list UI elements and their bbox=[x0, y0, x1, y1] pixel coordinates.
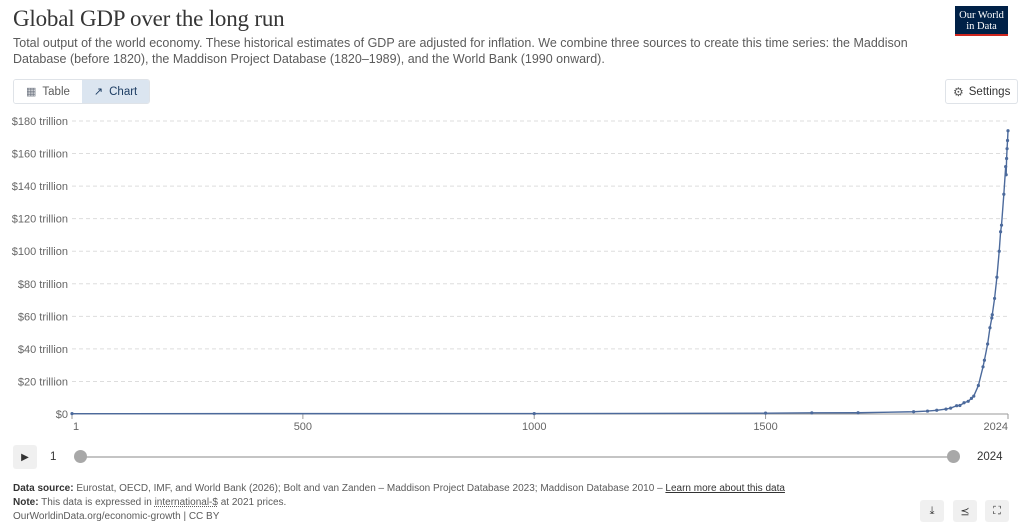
data-point[interactable] bbox=[856, 411, 860, 415]
data-point[interactable] bbox=[972, 394, 976, 398]
data-point[interactable] bbox=[949, 406, 953, 410]
note-text-pre: This data is expressed in bbox=[41, 497, 152, 508]
data-point[interactable] bbox=[969, 396, 974, 400]
gear-icon: ⚙ bbox=[953, 84, 964, 99]
data-point[interactable] bbox=[976, 383, 980, 388]
data-point[interactable] bbox=[1004, 164, 1008, 169]
data-point[interactable] bbox=[958, 403, 962, 408]
data-point[interactable] bbox=[925, 409, 930, 413]
tab-chart[interactable]: ↗ Chart bbox=[81, 80, 150, 103]
timeline-end-label: 2024 bbox=[977, 451, 1003, 463]
chart-grid bbox=[72, 120, 1008, 415]
fullscreen-button[interactable]: ⛶ bbox=[985, 500, 1009, 522]
data-point[interactable] bbox=[990, 316, 994, 320]
x-tick-label: 1500 bbox=[753, 421, 777, 433]
data-point[interactable] bbox=[998, 230, 1003, 234]
y-tick-label: $160 trillion bbox=[12, 149, 68, 161]
page-subtitle: Total output of the world economy. These… bbox=[13, 36, 908, 66]
x-tick-label: 1000 bbox=[522, 421, 546, 433]
tab-table-label: Table bbox=[42, 85, 70, 98]
x-tick-label: 2024 bbox=[984, 421, 1008, 433]
timeline-end-handle[interactable] bbox=[947, 450, 960, 463]
data-point[interactable] bbox=[981, 365, 985, 369]
x-tick-label: 1 bbox=[73, 421, 79, 433]
data-point[interactable] bbox=[962, 401, 966, 405]
international-dollar-term[interactable]: international-$ bbox=[154, 497, 218, 508]
y-tick-label: $100 trillion bbox=[12, 246, 68, 258]
page-title: Global GDP over the long run bbox=[13, 6, 285, 31]
data-point[interactable] bbox=[1005, 147, 1009, 151]
y-tick-label: $180 trillion bbox=[12, 116, 68, 128]
table-icon: ▦ bbox=[26, 86, 37, 98]
data-source-label: Data source: bbox=[13, 483, 74, 494]
settings-button[interactable]: ⚙ Settings bbox=[945, 79, 1019, 104]
data-point[interactable] bbox=[955, 404, 959, 408]
data-point[interactable] bbox=[810, 411, 814, 415]
y-tick-label: $140 trillion bbox=[12, 181, 68, 193]
y-tick-label: $0 bbox=[56, 409, 68, 421]
data-point[interactable] bbox=[935, 408, 939, 412]
source-url[interactable]: OurWorldinData.org/economic-growth | CC … bbox=[13, 511, 220, 522]
timeline-start-label: 1 bbox=[50, 451, 57, 463]
learn-more-link[interactable]: Learn more about this data bbox=[665, 483, 785, 494]
data-point[interactable] bbox=[1004, 173, 1008, 177]
data-point[interactable] bbox=[995, 275, 999, 279]
timeline-start-handle[interactable] bbox=[74, 450, 87, 463]
share-button[interactable]: ⪯ bbox=[953, 500, 977, 522]
timeline-track[interactable] bbox=[80, 456, 954, 458]
y-tick-label: $120 trillion bbox=[12, 214, 68, 226]
data-points bbox=[70, 129, 1010, 416]
data-point[interactable] bbox=[992, 296, 997, 301]
line-chart-icon: ↗ bbox=[93, 86, 104, 98]
fullscreen-icon: ⛶ bbox=[993, 504, 1001, 517]
data-point[interactable] bbox=[532, 411, 536, 416]
data-point[interactable] bbox=[1002, 192, 1006, 196]
download-icon: ⤓ bbox=[929, 504, 935, 517]
share-icon: ⪯ bbox=[960, 505, 970, 518]
data-point[interactable] bbox=[944, 407, 948, 411]
data-point[interactable] bbox=[990, 313, 994, 317]
y-tick-label: $40 trillion bbox=[18, 344, 68, 356]
x-tick-label: 500 bbox=[294, 421, 312, 433]
data-source-line: Data source: Eurostat, OECD, IMF, and Wo… bbox=[13, 483, 785, 494]
data-point[interactable] bbox=[1005, 138, 1010, 143]
data-point[interactable] bbox=[986, 342, 990, 346]
logo-line-2: in Data bbox=[966, 21, 997, 32]
tab-chart-label: Chart bbox=[109, 85, 138, 98]
owid-logo[interactable]: Our World in Data bbox=[955, 6, 1008, 36]
view-tabs: ▦ Table ↗ Chart bbox=[13, 79, 151, 104]
download-button[interactable]: ⤓ bbox=[920, 500, 944, 522]
series-line-world-gdp bbox=[71, 130, 1009, 415]
tab-table[interactable]: ▦ Table bbox=[14, 80, 82, 103]
data-point[interactable] bbox=[1006, 129, 1010, 133]
y-tick-label: $20 trillion bbox=[18, 376, 68, 388]
y-tick-label: $80 trillion bbox=[18, 279, 68, 291]
data-point[interactable] bbox=[70, 412, 74, 416]
note-line: Note: This data is expressed in internat… bbox=[13, 497, 286, 508]
y-axis: $0 $20 trillion $40 trillion $60 trillion $8… bbox=[12, 116, 68, 421]
note-text-post: at 2021 prices. bbox=[220, 497, 287, 508]
note-label: Note: bbox=[13, 497, 39, 508]
gdp-line-chart: $0 $20 trillion $40 trillion $60 trillion $8… bbox=[12, 116, 1010, 433]
data-point[interactable] bbox=[988, 326, 992, 330]
logo-line-1: Our World bbox=[959, 10, 1004, 21]
y-tick-label: $60 trillion bbox=[18, 311, 68, 323]
x-axis: 1 500 1000 1500 2024 bbox=[71, 414, 1009, 433]
data-point[interactable] bbox=[1005, 156, 1009, 161]
data-point[interactable] bbox=[982, 358, 987, 362]
play-icon: ▶ bbox=[21, 451, 29, 463]
play-button[interactable]: ▶ bbox=[13, 445, 37, 469]
data-source-text: Eurostat, OECD, IMF, and World Bank (202… bbox=[76, 483, 663, 494]
data-point[interactable] bbox=[763, 411, 768, 415]
data-point[interactable] bbox=[966, 399, 970, 403]
data-point[interactable] bbox=[999, 223, 1004, 227]
data-point[interactable] bbox=[912, 410, 916, 414]
data-point[interactable] bbox=[997, 249, 1001, 253]
settings-label: Settings bbox=[968, 85, 1011, 98]
